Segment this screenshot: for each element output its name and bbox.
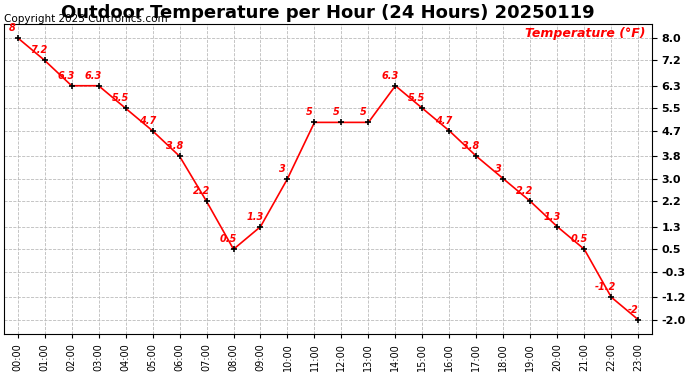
Text: 4.7: 4.7 bbox=[139, 116, 156, 126]
Text: 8: 8 bbox=[9, 23, 16, 33]
Text: 5: 5 bbox=[359, 107, 366, 117]
Text: 5: 5 bbox=[306, 107, 313, 117]
Text: 6.3: 6.3 bbox=[57, 70, 75, 81]
Text: 6.3: 6.3 bbox=[382, 70, 399, 81]
Text: -2: -2 bbox=[627, 304, 638, 315]
Text: 2.2: 2.2 bbox=[193, 186, 210, 196]
Text: 3.8: 3.8 bbox=[462, 141, 480, 151]
Text: 3: 3 bbox=[495, 164, 502, 174]
Text: 1.3: 1.3 bbox=[543, 211, 560, 222]
Text: 3: 3 bbox=[279, 164, 286, 174]
Text: 2.2: 2.2 bbox=[516, 186, 533, 196]
Text: Copyright 2025 Curtronics.com: Copyright 2025 Curtronics.com bbox=[4, 14, 168, 24]
Text: 5.5: 5.5 bbox=[112, 93, 129, 103]
Text: 0.5: 0.5 bbox=[570, 234, 587, 244]
Text: 5.5: 5.5 bbox=[408, 93, 426, 103]
Text: -1.2: -1.2 bbox=[595, 282, 616, 292]
Text: 5: 5 bbox=[333, 107, 339, 117]
Text: 1.3: 1.3 bbox=[246, 211, 264, 222]
Text: 4.7: 4.7 bbox=[435, 116, 453, 126]
Text: 3.8: 3.8 bbox=[166, 141, 183, 151]
Text: 6.3: 6.3 bbox=[85, 70, 102, 81]
Text: Temperature (°F): Temperature (°F) bbox=[525, 27, 645, 40]
Text: 7.2: 7.2 bbox=[30, 45, 48, 55]
Title: Outdoor Temperature per Hour (24 Hours) 20250119: Outdoor Temperature per Hour (24 Hours) … bbox=[61, 4, 595, 22]
Text: 0.5: 0.5 bbox=[219, 234, 237, 244]
